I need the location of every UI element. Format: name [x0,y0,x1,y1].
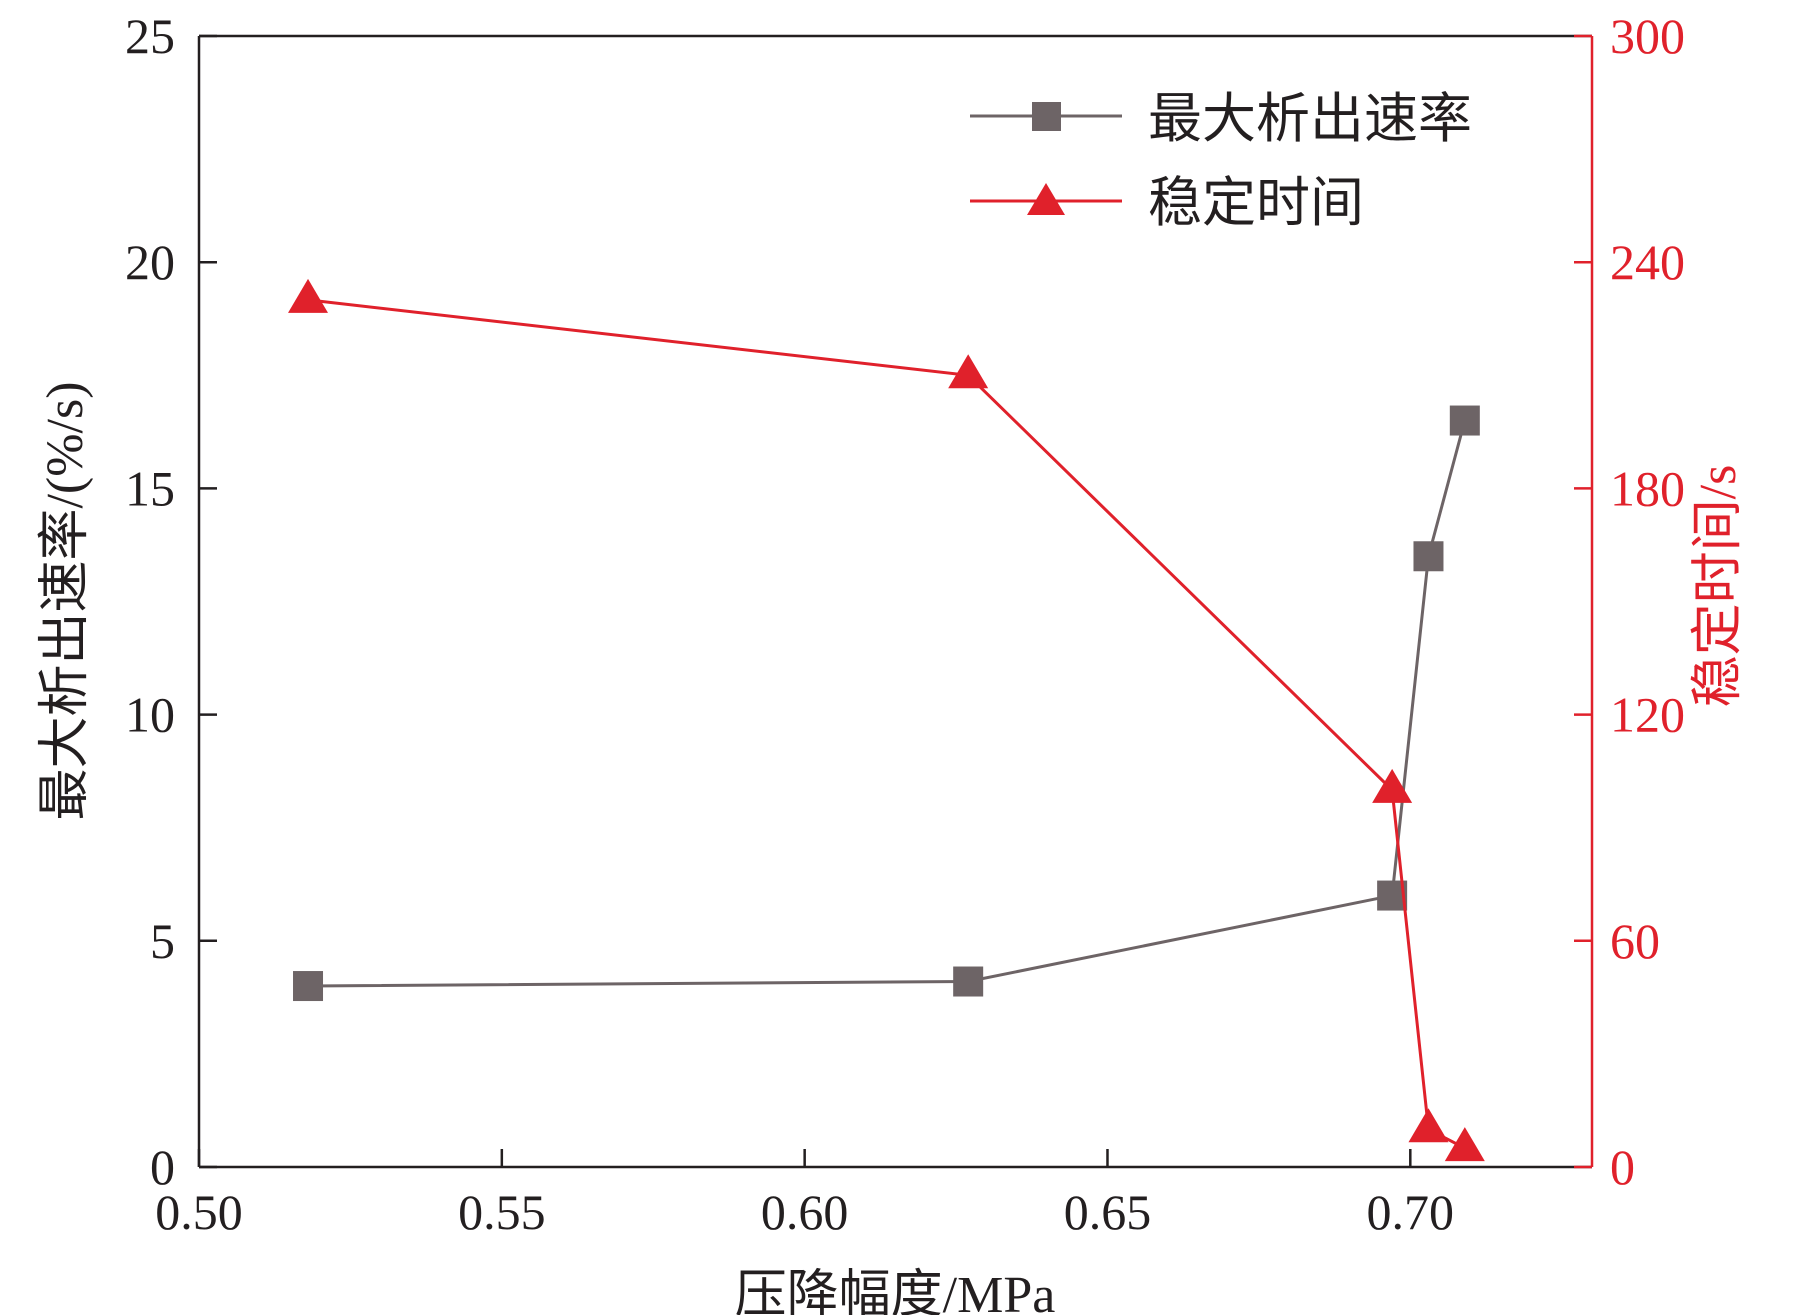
x-axis-title: 压降幅度/MPa [735,1267,1056,1315]
data-point-triangle [288,278,329,313]
y-tick-label: 20 [125,234,175,290]
data-point-square [1413,541,1444,572]
data-point-square [1449,405,1480,436]
left-axis-ticks: 0 5 10 15 20 25 [125,8,217,1195]
data-point-triangle [948,354,989,389]
data-point-triangle [1444,1127,1485,1162]
legend-label-stable-time: 稳定时间 [1148,173,1364,233]
data-point-triangle [1372,768,1413,803]
x-tick-label: 0.55 [458,1184,546,1240]
legend-marker-triangle [1027,183,1065,215]
legend-item-stable-time: 稳定时间 [970,173,1364,233]
y-tick-label: 0 [150,1139,175,1195]
left-axis-title: 最大析出速率/(%/s) [37,381,94,820]
series-line [308,420,1467,988]
x-tick-label: 0.70 [1367,1184,1455,1240]
series-layer [288,278,1485,1162]
legend-marker-square [1032,102,1061,131]
legend-label-max-rate: 最大析出速率 [1148,89,1472,149]
y-tick-label: 25 [125,8,175,64]
y2-tick-label: 60 [1610,913,1660,969]
legend: 最大析出速率 稳定时间 [970,89,1472,233]
plot-frame [197,34,1594,1169]
y2-tick-label: 0 [1610,1139,1635,1195]
x-tick-label: 0.50 [155,1184,243,1240]
y2-tick-label: 180 [1610,460,1685,516]
series-stable-time [288,278,1485,1162]
y-tick-label: 5 [150,913,175,969]
data-point-triangle [1408,1108,1449,1143]
y2-tick-label: 240 [1610,234,1685,290]
y2-tick-label: 120 [1610,687,1685,743]
right-axis-ticks: 0 60 120 180 240 300 [1574,8,1685,1195]
right-axis-title: 稳定时间/s [1690,465,1747,708]
legend-item-max-rate: 最大析出速率 [970,89,1472,149]
data-point-square [953,966,984,997]
y2-tick-label: 300 [1610,8,1685,64]
y-tick-label: 10 [125,687,175,743]
data-point-square [293,971,324,1002]
series-max-rate [293,405,1480,1002]
series-line [307,298,1466,1150]
x-axis-ticks: 0.50 0.55 0.60 0.65 0.70 [155,1149,1454,1240]
y-tick-label: 15 [125,460,175,516]
x-tick-label: 0.60 [761,1184,849,1240]
x-tick-label: 0.65 [1064,1184,1152,1240]
